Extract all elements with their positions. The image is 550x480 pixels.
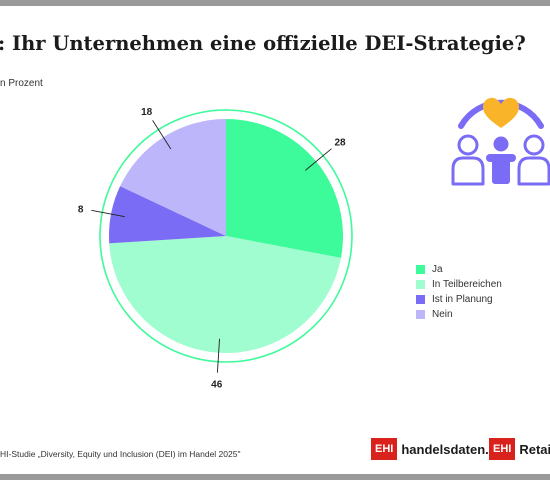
- chart-title: : Ihr Unternehmen eine offizielle DEI-St…: [0, 32, 526, 55]
- legend-label-ja: Ja: [432, 264, 443, 275]
- leader-line-teilbereiche: [216, 338, 220, 373]
- legend-swatch-nein: [416, 310, 425, 319]
- people-heart-icon: [451, 97, 550, 186]
- legend-label-planung: Ist in Planung: [432, 294, 493, 305]
- leader-line-planung: [91, 209, 125, 218]
- legend-item-planung: Ist in Planung: [416, 292, 502, 307]
- pie-outer-ring: [99, 109, 353, 363]
- legend-item-ja: Ja: [416, 262, 502, 277]
- pie-data-labels: 28 46 8 18: [78, 107, 346, 391]
- handelsdaten-logo-text: handelsdaten.de: [401, 441, 504, 457]
- data-label-planung: 8: [78, 204, 84, 215]
- legend-swatch-teilbereiche: [416, 280, 425, 289]
- pie-slice-teilbereiche: [109, 236, 341, 353]
- chart-subtitle: n Prozent: [0, 78, 43, 89]
- bottom-border: [0, 474, 550, 480]
- handelsdaten-logo[interactable]: EHI handelsdaten.de: [371, 438, 504, 460]
- pie-slices: [108, 119, 344, 353]
- ehi-retail-logo-text: Retail I: [519, 441, 550, 457]
- legend-item-teilbereiche: In Teilbereichen: [416, 277, 502, 292]
- pie-slice-ja: [226, 119, 344, 258]
- ehi-logo-box-2: EHI: [489, 438, 516, 460]
- data-label-teilbereiche: 46: [211, 380, 223, 391]
- chart-legend: Ja In Teilbereichen Ist in Planung Nein: [416, 262, 502, 322]
- legend-item-nein: Nein: [416, 307, 502, 322]
- legend-label-teilbereiche: In Teilbereichen: [432, 279, 502, 290]
- pie-slice-nein: [120, 119, 226, 236]
- source-note: HI-Studie „Diversity, Equity und Inclusi…: [0, 449, 241, 459]
- data-label-ja: 28: [334, 138, 346, 149]
- pie-slice-planung: [108, 186, 226, 244]
- legend-swatch-planung: [416, 295, 425, 304]
- data-label-nein: 18: [141, 107, 153, 118]
- legend-label-nein: Nein: [432, 309, 453, 320]
- ehi-logo-box: EHI: [371, 438, 398, 460]
- legend-swatch-ja: [416, 265, 425, 274]
- top-border: [0, 0, 550, 6]
- ehi-retail-logo[interactable]: EHI Retail I: [489, 438, 550, 460]
- leader-line-nein: [152, 120, 172, 150]
- leader-line-ja: [305, 148, 332, 171]
